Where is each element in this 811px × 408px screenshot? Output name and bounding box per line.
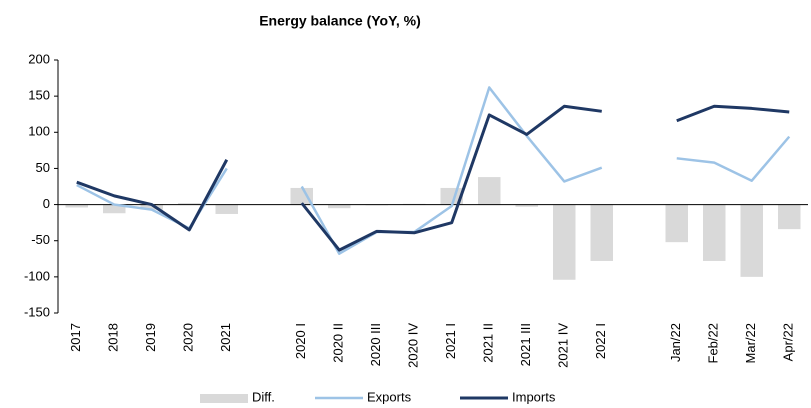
x-tick-label: 2021 IV (556, 323, 571, 368)
bar (290, 187, 313, 205)
x-tick-label: 2021 II (481, 323, 496, 363)
x-tick-label: 2018 (106, 323, 121, 352)
x-tick-label: Jan/22 (668, 323, 683, 362)
y-tick-label: -100 (24, 268, 50, 283)
x-tick-label: 2020 (181, 323, 196, 352)
y-tick-label: 200 (28, 51, 50, 66)
y-tick-label: -150 (24, 304, 50, 319)
x-tick-label: Apr/22 (781, 323, 796, 361)
bar (178, 203, 201, 205)
bar (103, 204, 126, 214)
bar (590, 204, 613, 261)
chart-title: Energy balance (YoY, %) (259, 13, 421, 29)
legend-label: Exports (367, 389, 412, 404)
y-tick-label: 0 (43, 196, 50, 211)
x-tick-label: 2021 (218, 323, 233, 352)
y-tick-label: 100 (28, 124, 50, 139)
bar (740, 204, 763, 277)
bar (328, 204, 351, 209)
line (76, 104, 790, 252)
x-tick-label: 2020 IV (406, 323, 421, 368)
x-tick-label: 2017 (68, 323, 83, 352)
x-tick-label: 2020 I (293, 323, 308, 359)
y-tick-label: 50 (36, 160, 50, 175)
bar (215, 204, 238, 214)
legend-label: Imports (512, 389, 556, 404)
x-tick-label: 2020 II (331, 323, 346, 363)
legend-label: Diff. (252, 389, 275, 404)
bar (778, 204, 801, 230)
y-tick-label: -50 (31, 232, 50, 247)
x-tick-label: 2021 I (443, 323, 458, 359)
x-tick-label: 2020 III (368, 323, 383, 366)
bar (553, 204, 576, 280)
bar (140, 204, 163, 210)
x-tick-label: Feb/22 (706, 323, 721, 363)
x-tick-label: 2021 III (518, 323, 533, 366)
bar (703, 204, 726, 261)
bar (478, 177, 501, 205)
bar (515, 204, 538, 207)
bar (65, 204, 88, 208)
bar (665, 204, 688, 243)
legend-swatch (200, 394, 248, 403)
x-tick-label: 2022 I (593, 323, 608, 359)
y-tick-label: 150 (28, 88, 50, 103)
x-tick-label: 2019 (143, 323, 158, 352)
x-tick-label: Mar/22 (743, 323, 758, 363)
